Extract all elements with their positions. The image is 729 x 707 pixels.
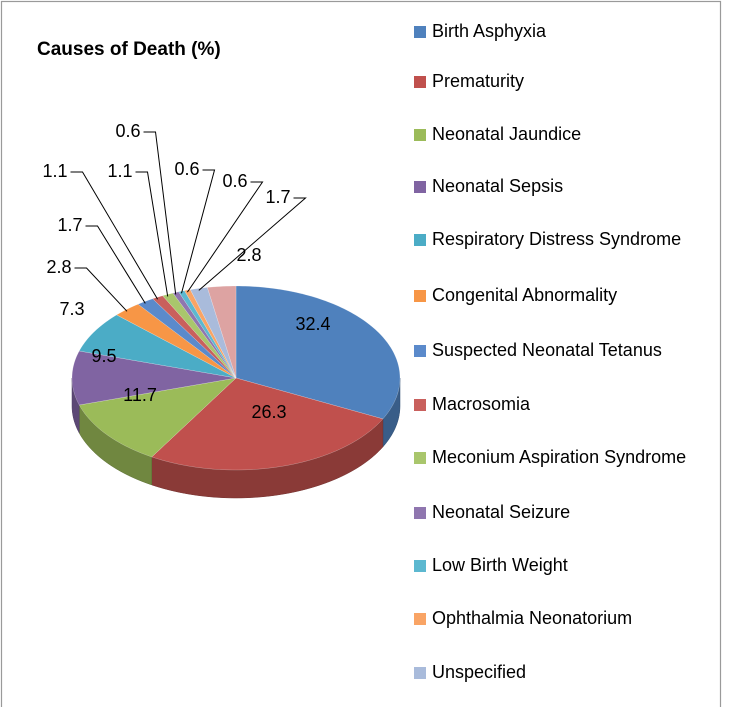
legend-label: Low Birth Weight <box>432 555 568 575</box>
legend-label: Macrosomia <box>432 394 531 414</box>
legend-label: Unspecified <box>432 662 526 682</box>
legend-swatch <box>414 181 426 193</box>
legend-swatch <box>414 452 426 464</box>
slice <box>116 303 237 379</box>
data-label: 1.1 <box>107 161 132 181</box>
data-label: 2.8 <box>46 257 71 277</box>
legend-swatch <box>414 345 426 357</box>
legend-swatch <box>414 76 426 88</box>
legend-swatch <box>414 399 426 411</box>
data-label: 9.5 <box>91 346 116 366</box>
legend-label: Congenital Abnormality <box>432 285 617 305</box>
legend-swatch <box>414 234 426 246</box>
legend-label: Birth Asphyxia <box>432 21 547 41</box>
data-label: 0.6 <box>115 121 140 141</box>
legend-swatch <box>414 560 426 572</box>
data-label: 1.1 <box>42 161 67 181</box>
slice <box>137 298 237 379</box>
legend-swatch <box>414 290 426 302</box>
slice <box>151 377 384 471</box>
leader-line <box>135 171 169 297</box>
leader-line <box>74 267 128 312</box>
legend-label: Neonatal Jaundice <box>432 124 581 144</box>
chart-title: Causes of Death (%) <box>37 39 221 60</box>
slice <box>207 285 237 379</box>
leader-line <box>143 131 177 295</box>
slice <box>78 314 237 379</box>
legend-label: Respiratory Distress Syndrome <box>432 229 681 249</box>
slice <box>235 285 401 420</box>
slice <box>78 377 237 458</box>
leader-line <box>181 169 216 294</box>
slice <box>190 287 237 379</box>
leader-line <box>85 225 146 304</box>
data-label: 11.7 <box>123 385 157 405</box>
legend-label: Ophthalmia Neonatorium <box>432 608 632 628</box>
legend-swatch <box>414 507 426 519</box>
legend-label: Suspected Neonatal Tetanus <box>432 340 662 360</box>
leader-line <box>198 197 307 291</box>
leader-line <box>186 181 264 293</box>
data-label: 0.6 <box>174 159 199 179</box>
legend-swatch <box>414 26 426 38</box>
data-label: 26.3 <box>251 402 286 422</box>
slice <box>71 350 237 406</box>
legend-swatch <box>414 613 426 625</box>
data-label: 1.7 <box>57 215 82 235</box>
legend-swatch <box>414 129 426 141</box>
data-label: 1.7 <box>265 187 290 207</box>
data-label: 32.4 <box>295 314 330 334</box>
data-label: 7.3 <box>59 299 84 319</box>
legend-label: Prematurity <box>432 71 524 91</box>
legend-label: Neonatal Seizure <box>432 502 570 522</box>
legend-label: Neonatal Sepsis <box>432 176 563 196</box>
legend-label: Meconium Aspiration Syndrome <box>432 447 686 467</box>
legend-swatch <box>414 667 426 679</box>
leader-line <box>70 171 159 300</box>
data-label: 2.8 <box>236 245 261 265</box>
data-label: 0.6 <box>222 171 247 191</box>
